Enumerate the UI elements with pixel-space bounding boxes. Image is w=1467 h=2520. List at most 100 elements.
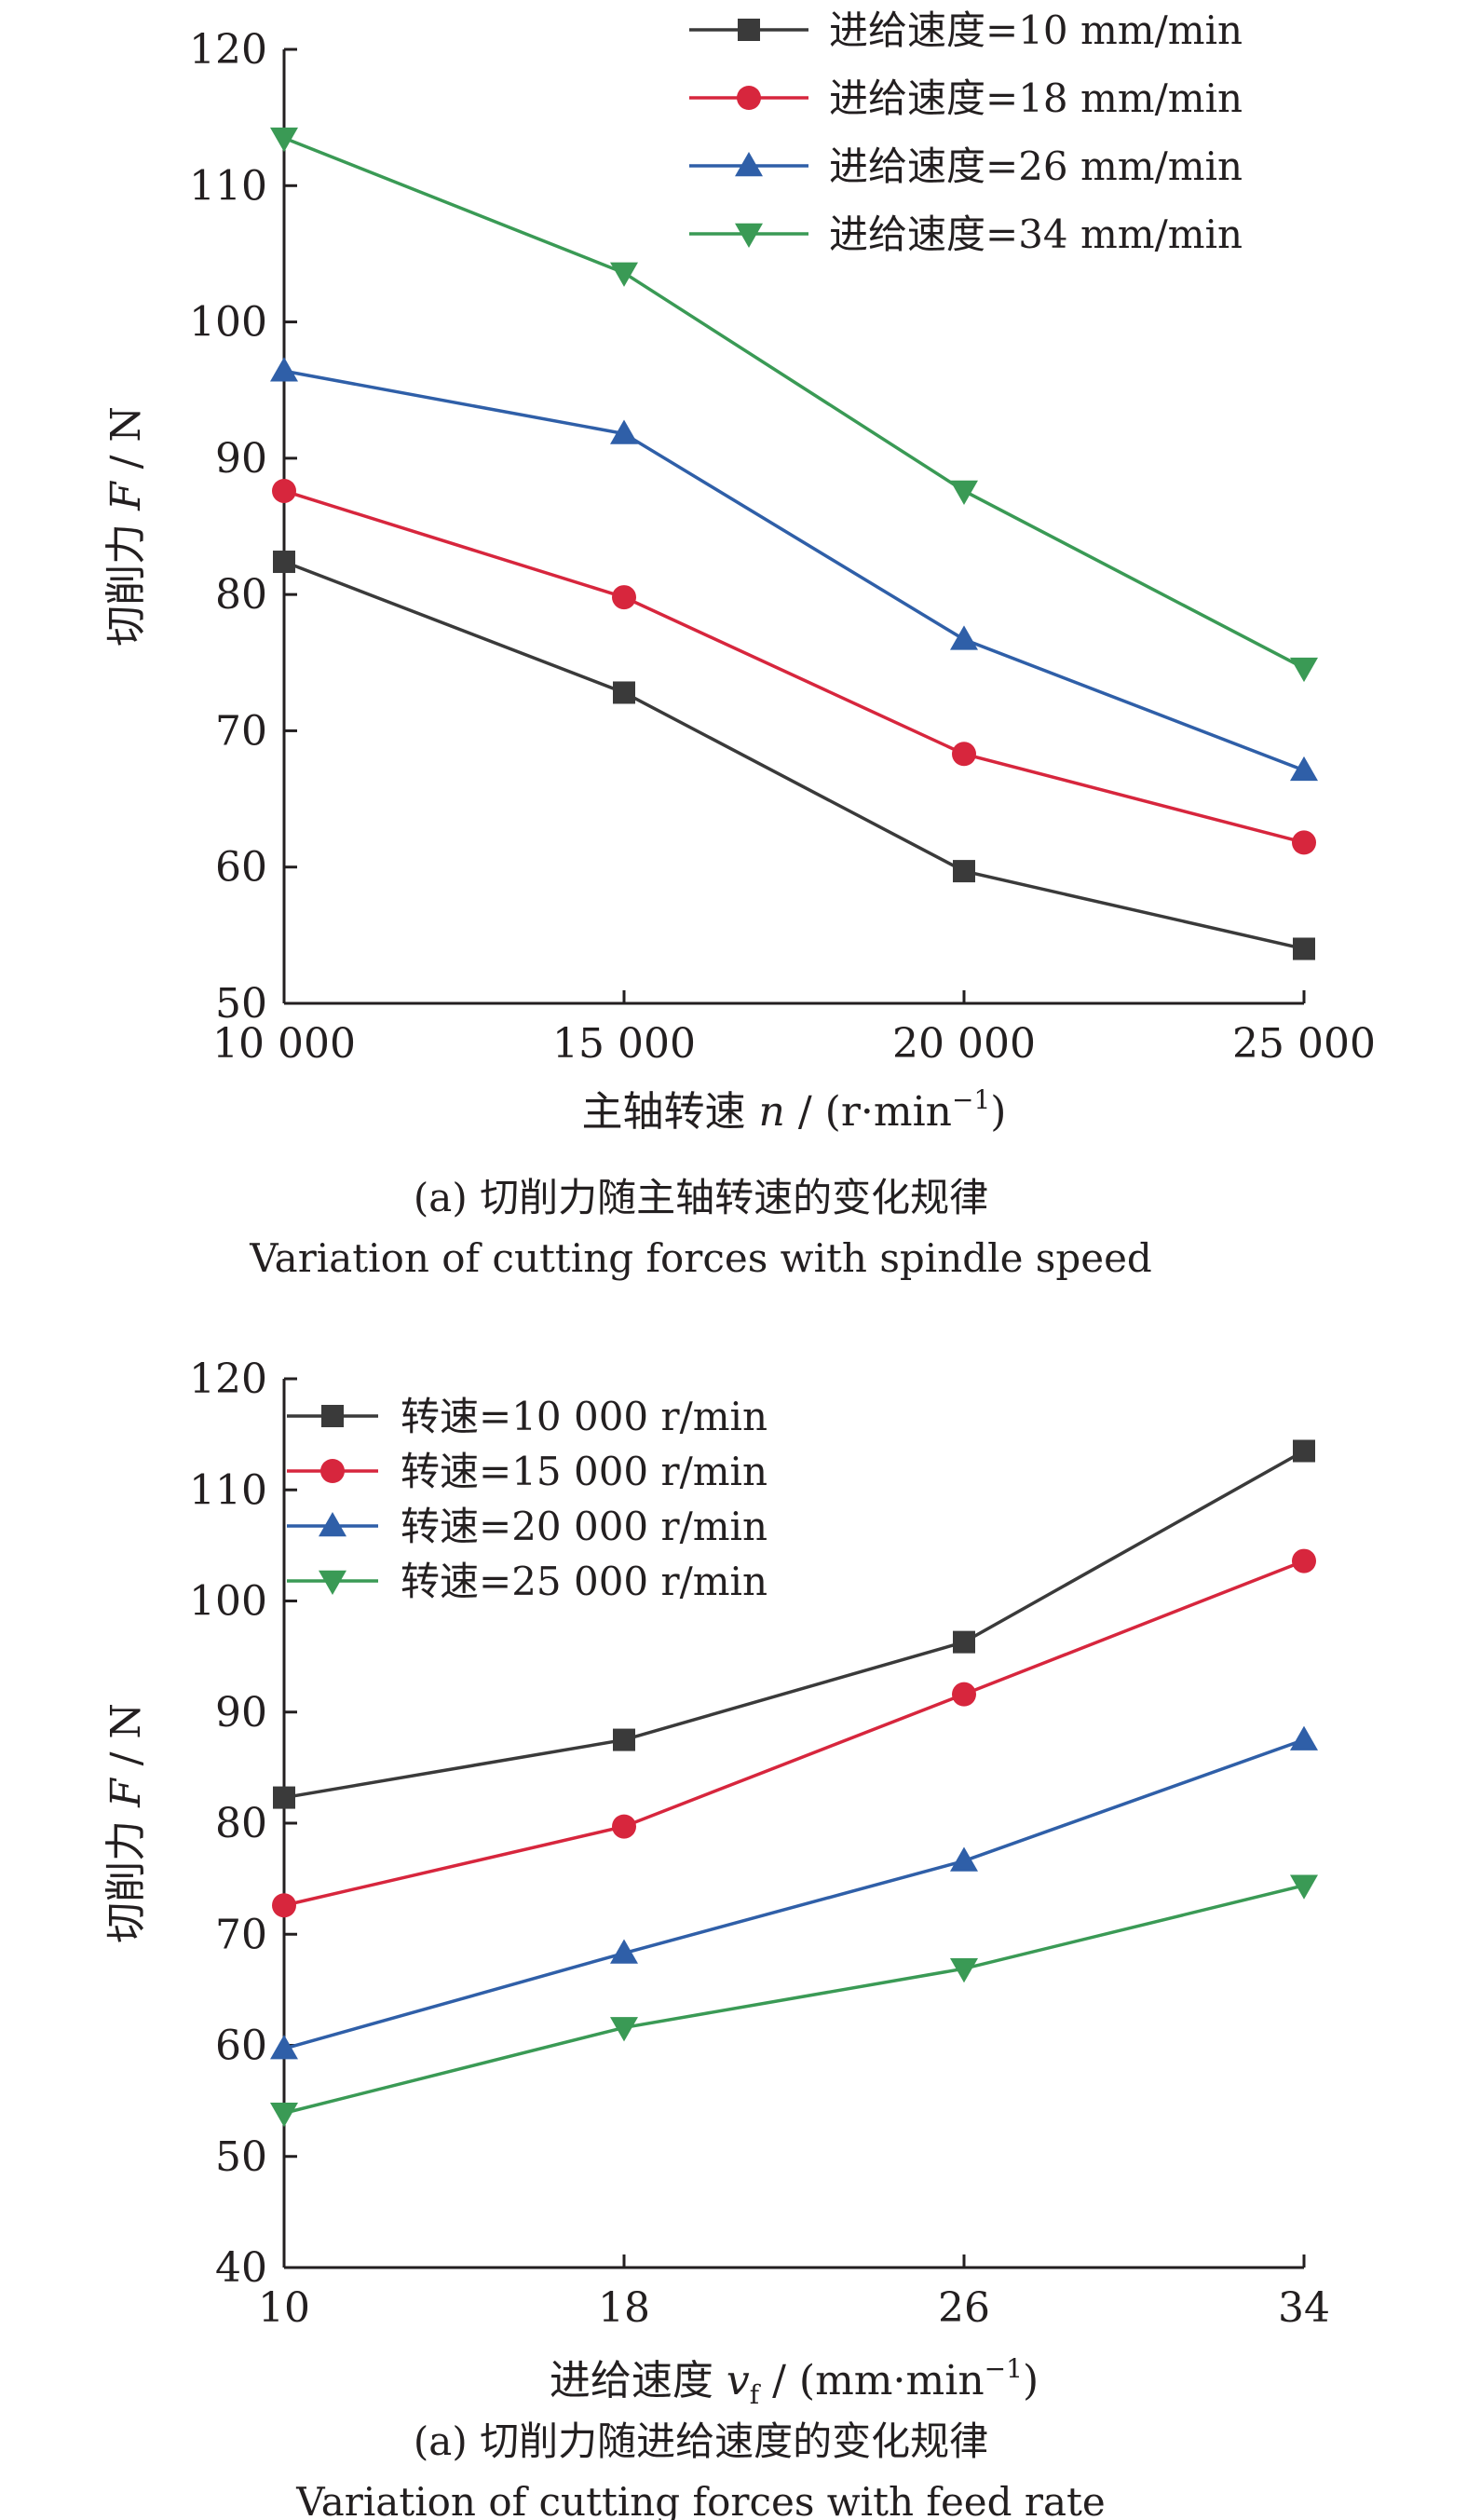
y-axis-title: 切削力 F / N bbox=[102, 406, 150, 647]
x-tick-label: 10 000 bbox=[212, 1020, 356, 1068]
y-tick-label: 120 bbox=[189, 26, 267, 74]
series-2 bbox=[272, 1548, 1316, 1918]
data-point bbox=[610, 419, 638, 444]
x-tick-label: 18 bbox=[598, 2284, 650, 2332]
data-point bbox=[953, 1630, 975, 1654]
data-point bbox=[613, 1728, 635, 1751]
data-point bbox=[953, 860, 975, 883]
x-axis-title: 进给速度 vf / (mm·min−1) bbox=[550, 2353, 1039, 2410]
caption-en: Variation of cutting forces with feed ra… bbox=[295, 2479, 1106, 2520]
x-tick-label: 20 000 bbox=[892, 1020, 1036, 1068]
legend-label: 转速=20 000 r/min bbox=[401, 1504, 767, 1549]
series-3 bbox=[270, 357, 1318, 782]
series-line bbox=[283, 1737, 1305, 2050]
data-point bbox=[270, 2035, 298, 2060]
x-tick-label: 34 bbox=[1278, 2284, 1330, 2332]
series-2 bbox=[272, 478, 1316, 855]
y-tick-label: 50 bbox=[215, 980, 267, 1028]
y-tick-label: 110 bbox=[189, 1466, 267, 1514]
legend-label: 进给速度=34 mm/min bbox=[829, 211, 1243, 257]
legend-entry: 转速=25 000 r/min bbox=[287, 1559, 767, 1604]
y-tick-label: 70 bbox=[215, 707, 267, 755]
data-point bbox=[1290, 1725, 1318, 1750]
x-tick-label: 10 bbox=[258, 2284, 310, 2332]
x-tick-label: 25 000 bbox=[1232, 1020, 1376, 1068]
data-point bbox=[270, 2102, 298, 2128]
y-tick-label: 90 bbox=[215, 1689, 267, 1737]
y-tick-label: 50 bbox=[215, 2133, 267, 2181]
series-line bbox=[283, 1559, 1305, 1907]
series-line bbox=[283, 1449, 1305, 1800]
data-point bbox=[950, 1846, 978, 1872]
data-point bbox=[610, 262, 638, 287]
series-1 bbox=[273, 1439, 1315, 1809]
data-point bbox=[1292, 1548, 1316, 1573]
data-point bbox=[612, 585, 636, 610]
data-point bbox=[950, 625, 978, 650]
legend-marker bbox=[738, 19, 760, 41]
legend: 进给速度=10 mm/min 进给速度=18 mm/min 进给速度=26 mm/m… bbox=[689, 7, 1243, 257]
data-point bbox=[952, 1682, 976, 1707]
caption-cn: (a) 切削力随进给速度的变化规律 bbox=[414, 2418, 988, 2464]
data-point bbox=[950, 480, 978, 505]
y-tick-label: 60 bbox=[215, 2023, 267, 2070]
series-line bbox=[283, 1884, 1305, 2115]
y-tick-label: 90 bbox=[215, 435, 267, 483]
legend-entry: 转速=20 000 r/min bbox=[287, 1504, 767, 1549]
data-point bbox=[270, 357, 298, 382]
legend-label: 转速=25 000 r/min bbox=[401, 1559, 767, 1604]
legend-label: 进给速度=26 mm/min bbox=[829, 143, 1243, 189]
legend-marker bbox=[737, 86, 761, 110]
data-point bbox=[1290, 756, 1318, 782]
series-4 bbox=[270, 1874, 1318, 2128]
data-point bbox=[1292, 830, 1316, 855]
x-tick-label: 15 000 bbox=[552, 1020, 696, 1068]
data-point bbox=[1293, 937, 1315, 960]
y-tick-label: 100 bbox=[189, 1578, 267, 1626]
data-point bbox=[610, 2017, 638, 2042]
legend-marker bbox=[320, 1459, 345, 1483]
y-tick-label: 80 bbox=[215, 1800, 267, 1847]
chart-1: 50 60 70 80 90 100 110 120 10 000 15 000 20 000 25 … bbox=[102, 7, 1376, 1281]
data-point bbox=[610, 1939, 638, 1964]
data-point bbox=[1290, 1874, 1318, 1900]
legend-label: 进给速度=10 mm/min bbox=[829, 7, 1243, 53]
data-point bbox=[272, 478, 296, 503]
legend: 转速=10 000 r/min 转速=15 000 r/min 转速=20 000 … bbox=[287, 1394, 767, 1604]
legend-marker bbox=[321, 1405, 344, 1427]
data-point bbox=[273, 551, 295, 574]
legend-marker bbox=[319, 1512, 346, 1537]
legend-label: 进给速度=18 mm/min bbox=[829, 75, 1243, 121]
legend-entry: 转速=10 000 r/min bbox=[287, 1394, 767, 1439]
legend-marker bbox=[319, 1570, 346, 1595]
data-point bbox=[613, 681, 635, 704]
y-tick-label: 40 bbox=[215, 2244, 267, 2292]
data-point bbox=[1293, 1439, 1315, 1463]
x-tick-label: 26 bbox=[938, 2284, 990, 2332]
data-point bbox=[952, 742, 976, 767]
legend-marker bbox=[735, 223, 763, 248]
y-tick-label: 110 bbox=[189, 162, 267, 210]
data-point bbox=[270, 127, 298, 153]
series-line bbox=[283, 369, 1305, 772]
series-1 bbox=[273, 551, 1315, 960]
data-point bbox=[1290, 657, 1318, 683]
legend-entry: 进给速度=26 mm/min bbox=[689, 143, 1243, 189]
x-axis-title: 主轴转速 n / (r·min−1) bbox=[582, 1084, 1007, 1136]
legend-label: 转速=10 000 r/min bbox=[401, 1394, 767, 1439]
y-tick-label: 100 bbox=[189, 299, 267, 347]
series-4 bbox=[270, 127, 1318, 683]
legend-entry: 进给速度=10 mm/min bbox=[689, 7, 1243, 53]
data-point bbox=[273, 1786, 295, 1809]
data-point bbox=[950, 1957, 978, 1983]
caption-en: Variation of cutting forces with spindle… bbox=[249, 1235, 1152, 1281]
y-tick-label: 80 bbox=[215, 571, 267, 619]
y-tick-label: 70 bbox=[215, 1911, 267, 1958]
y-tick-label: 120 bbox=[189, 1355, 267, 1403]
data-point bbox=[272, 1893, 296, 1918]
y-axis-title: 切削力 F / N bbox=[102, 1703, 150, 1943]
legend-entry: 进给速度=18 mm/min bbox=[689, 75, 1243, 121]
legend-label: 转速=15 000 r/min bbox=[401, 1449, 767, 1494]
series-line bbox=[283, 136, 1305, 670]
